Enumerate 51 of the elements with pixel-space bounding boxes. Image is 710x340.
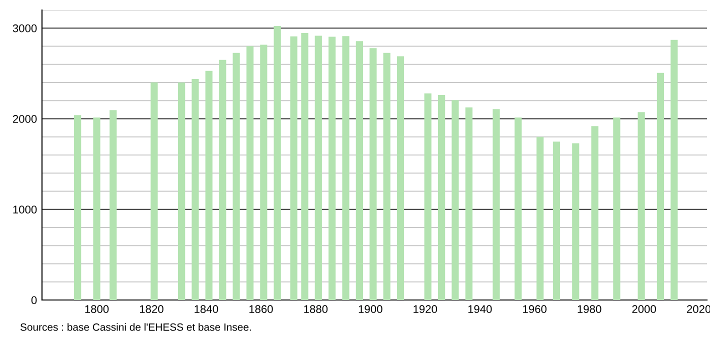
bar <box>613 117 620 300</box>
bar <box>514 117 522 300</box>
bar <box>150 82 158 300</box>
bar <box>328 36 336 300</box>
bar <box>260 44 268 300</box>
x-tick-label: 1880 <box>304 305 328 314</box>
bar <box>552 142 560 300</box>
bar <box>301 33 308 300</box>
y-tick-label: 2000 <box>12 115 37 123</box>
x-tick-label: 1960 <box>523 305 547 314</box>
bar <box>492 109 500 300</box>
bar <box>342 36 350 300</box>
bar <box>465 107 472 300</box>
bar <box>178 82 186 300</box>
bar <box>219 60 226 300</box>
x-tick-label: 1840 <box>194 305 218 314</box>
source-note: Sources : base Cassini de l'EHESS et base Insee. <box>20 323 251 331</box>
x-tick-label: 1800 <box>85 305 109 314</box>
bar <box>452 100 459 300</box>
bar <box>572 143 580 300</box>
bar <box>383 52 390 300</box>
bar <box>246 46 254 300</box>
bar <box>670 40 678 300</box>
bar <box>110 110 117 300</box>
x-tick-label: 1900 <box>358 305 382 314</box>
x-tick-label: 1860 <box>249 305 273 314</box>
bar <box>314 36 322 300</box>
x-tick-label: 1920 <box>414 305 438 314</box>
x-tick-label: 1940 <box>468 305 492 314</box>
x-tick-label: 1820 <box>140 305 164 314</box>
x-tick-label: 1980 <box>578 305 602 314</box>
bar <box>638 112 645 300</box>
bar <box>274 26 281 300</box>
bar <box>396 56 404 300</box>
bar <box>591 126 598 300</box>
bar <box>74 115 82 300</box>
bar <box>290 36 298 300</box>
bar <box>370 48 377 300</box>
y-tick-label: 0 <box>31 296 37 304</box>
y-tick-label: 1000 <box>13 206 37 214</box>
bar <box>424 93 432 300</box>
bar <box>205 70 212 300</box>
bar <box>356 41 364 300</box>
bar <box>438 95 446 300</box>
bar <box>192 78 199 300</box>
x-tick-label: 2000 <box>632 305 656 314</box>
y-tick-label: 3000 <box>12 24 37 32</box>
bar <box>656 72 664 300</box>
bar <box>232 52 240 300</box>
bar <box>536 136 544 300</box>
bar <box>93 117 100 300</box>
